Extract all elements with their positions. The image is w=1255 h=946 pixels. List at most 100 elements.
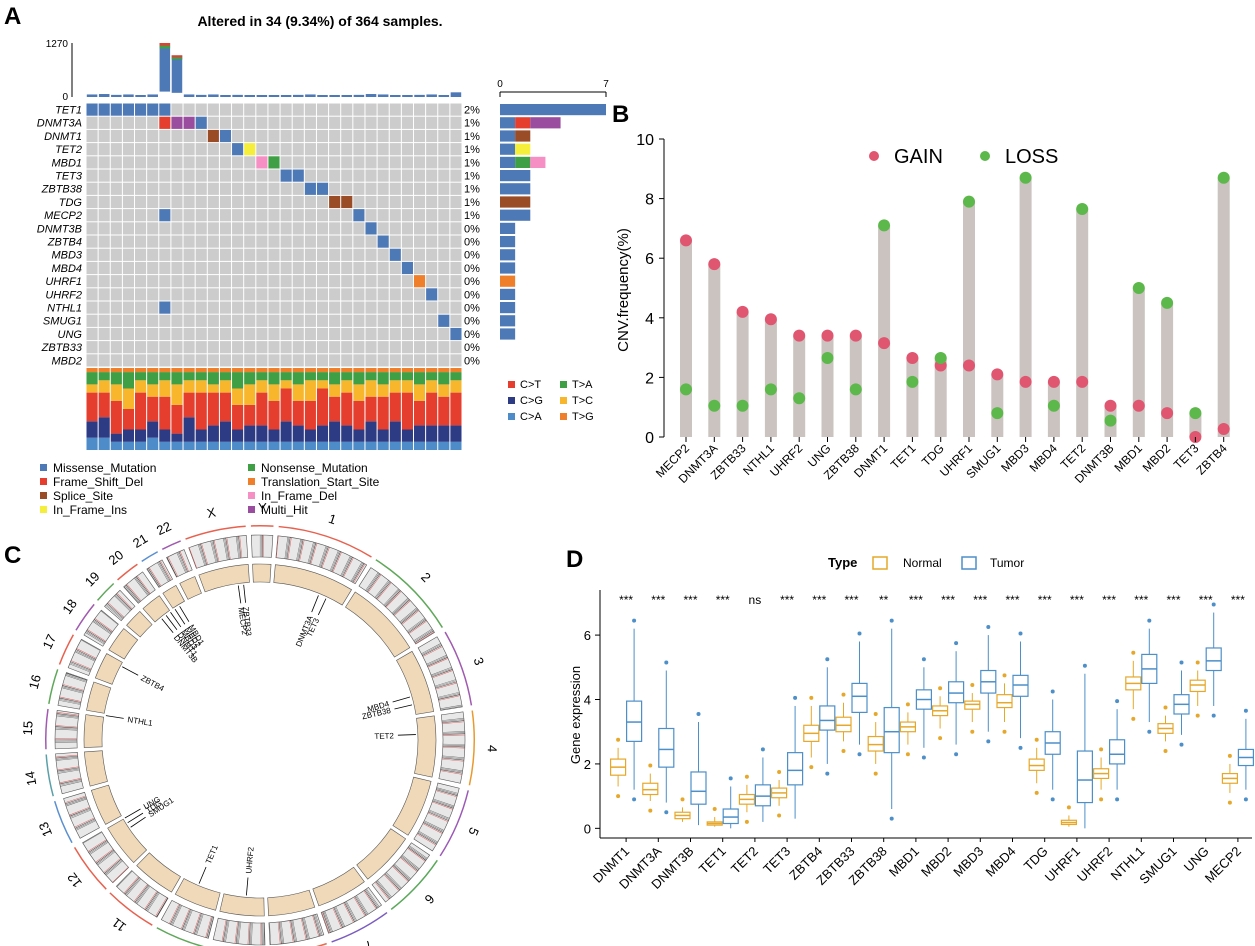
- significance-label: ***: [1070, 593, 1084, 607]
- circos-gene-label: ZBTB33: [241, 606, 253, 637]
- titv-bar-segment: [329, 441, 341, 450]
- chromosome-label: 18: [59, 596, 80, 616]
- box-outlier: [1147, 729, 1152, 734]
- titv-bar-segment: [110, 433, 122, 442]
- chromosome-label: 4: [485, 745, 500, 753]
- cytoband: [436, 789, 458, 796]
- cytoband: [96, 849, 114, 864]
- significance-label: ***: [651, 593, 665, 607]
- box-body: [867, 735, 884, 752]
- oncoplot-cell: [353, 261, 365, 275]
- gene-count-bar: [515, 130, 531, 142]
- oncoplot-cell: [365, 341, 377, 354]
- chromosome-track: [396, 650, 435, 715]
- oncoplot-cell: [389, 182, 401, 195]
- oncoplot-cell: [244, 341, 256, 354]
- oncoplot-cell: [450, 116, 462, 129]
- cytoband: [421, 643, 441, 654]
- oncoplot-cell: [341, 222, 353, 235]
- oncoplot-cell: [135, 169, 147, 182]
- oncoplot-cell: [147, 354, 159, 367]
- significance-label: ***: [844, 593, 858, 607]
- oncoplot-cell: [353, 314, 365, 327]
- oncoplot-cell: [244, 314, 256, 327]
- cytoband: [106, 604, 124, 619]
- titv-bar-segment: [122, 429, 135, 442]
- cytoband: [147, 568, 160, 588]
- box-outlier: [1099, 797, 1104, 802]
- cnv-loss-point: [1104, 414, 1117, 427]
- oncoplot-cell: [183, 195, 195, 209]
- cnv-stem: [764, 319, 777, 437]
- gene-count-bar: [500, 262, 516, 274]
- oncoplot-cell: [219, 235, 232, 248]
- cnv-stem: [793, 335, 806, 437]
- titv-bar-segment: [438, 384, 450, 397]
- gene-count-bar: [500, 117, 516, 129]
- oncoplot-cell: [304, 275, 316, 288]
- oncoplot-cell: [219, 129, 232, 143]
- oncoplot-cell: [353, 327, 365, 341]
- cytoband: [201, 543, 209, 565]
- oncoplot-cell: [450, 195, 462, 209]
- cnv-ylabel: CNV.frequency(%): [615, 228, 632, 352]
- normal-legend-label: Normal: [903, 556, 942, 570]
- cytoband: [423, 822, 444, 833]
- chromosome-label: Y: [258, 500, 267, 515]
- oncoplot-cell: [292, 129, 304, 143]
- oncoplot-cell: [365, 116, 377, 129]
- chromosome-outer-arc: [53, 800, 73, 844]
- oncoplot-cell: [426, 248, 438, 261]
- oncoplot-cell: [292, 222, 304, 235]
- box-outlier: [905, 752, 910, 757]
- oncoplot-cell: [159, 301, 171, 314]
- gene-pct-label: 0%: [464, 250, 480, 262]
- titv-bar-segment: [147, 368, 159, 373]
- cytoband: [261, 922, 263, 945]
- oncoplot-cell: [401, 143, 413, 156]
- cnv-gain-point: [1076, 375, 1089, 388]
- cnv-y-tick-label: 6: [645, 251, 654, 268]
- oncoplot-cell: [219, 261, 232, 275]
- tmb-bar: [317, 95, 328, 97]
- cnv-stem: [708, 264, 721, 437]
- titv-bar-segment: [183, 392, 195, 418]
- oncoplot-cell: [232, 327, 244, 341]
- oncoplot-cell: [135, 222, 147, 235]
- cytoband: [434, 679, 456, 687]
- oncoplot-cell: [244, 288, 256, 301]
- oncoplot-cell: [304, 129, 316, 143]
- cytoband: [183, 909, 192, 931]
- oncoplot-cell: [304, 235, 316, 248]
- oncoplot-cell: [401, 341, 413, 354]
- chromosome-outer-arc: [439, 790, 469, 857]
- oncoplot-cell: [377, 156, 389, 169]
- gene-count-bar: [500, 170, 531, 182]
- oncoplot-cell: [207, 275, 219, 288]
- oncoplot-cell: [426, 301, 438, 314]
- normal-legend-key: [872, 556, 888, 570]
- cytoband: [366, 573, 380, 592]
- cytoband: [423, 821, 444, 832]
- oncoplot-cell: [256, 354, 268, 367]
- box-outlier: [1082, 663, 1087, 668]
- significance-label: ***: [1166, 593, 1180, 607]
- cytoband: [146, 892, 159, 911]
- cytoband: [318, 545, 327, 567]
- gene-label: MBD4: [51, 263, 82, 275]
- titv-bar-segment: [353, 429, 365, 442]
- cnv-loss-point: [991, 407, 1004, 420]
- chromosome-outer-arc: [96, 582, 115, 601]
- oncoplot-cell: [292, 156, 304, 169]
- cytoband: [59, 778, 82, 784]
- oncoplot-cell: [98, 248, 110, 261]
- oncoplot-cell: [122, 156, 135, 169]
- circos-gene-label: MECP2: [236, 607, 249, 636]
- cytoband: [181, 909, 191, 930]
- oncoplot-cell: [207, 288, 219, 301]
- box-outlier: [648, 763, 653, 768]
- titv-bar-segment: [377, 372, 389, 385]
- cytoband: [116, 593, 133, 610]
- oncoplot-cell: [98, 288, 110, 301]
- tmb-bar: [390, 95, 401, 97]
